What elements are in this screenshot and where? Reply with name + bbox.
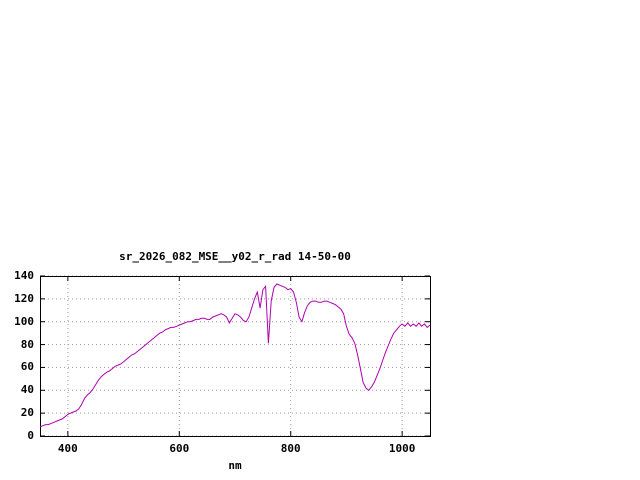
x-tick-label: 600 [169, 442, 190, 455]
x-tick-label: 400 [57, 442, 78, 455]
y-tick-label: 120 [14, 291, 34, 305]
x-tick-label: 800 [280, 442, 301, 455]
y-tick-label: 40 [20, 383, 34, 397]
y-tick-label: 20 [20, 406, 34, 420]
x-tick-label: 1000 [388, 442, 416, 455]
x-axis-label: nm [228, 459, 242, 472]
y-tick-label: 140 [14, 269, 34, 282]
y-tick-label: 80 [20, 337, 34, 351]
y-tick-label: 60 [20, 360, 34, 374]
plot-border [40, 276, 431, 437]
y-tick-label: 100 [14, 314, 34, 328]
data-series-line [39, 283, 431, 428]
y-tick-label: 0 [27, 429, 34, 442]
chart-title: sr_2026_082_MSE__y02_r_rad 14-50-00 [119, 250, 351, 263]
